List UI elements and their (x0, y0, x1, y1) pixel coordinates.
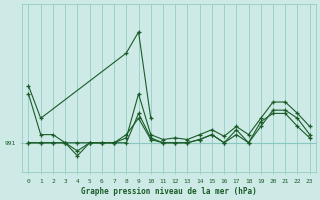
X-axis label: Graphe pression niveau de la mer (hPa): Graphe pression niveau de la mer (hPa) (81, 187, 257, 196)
